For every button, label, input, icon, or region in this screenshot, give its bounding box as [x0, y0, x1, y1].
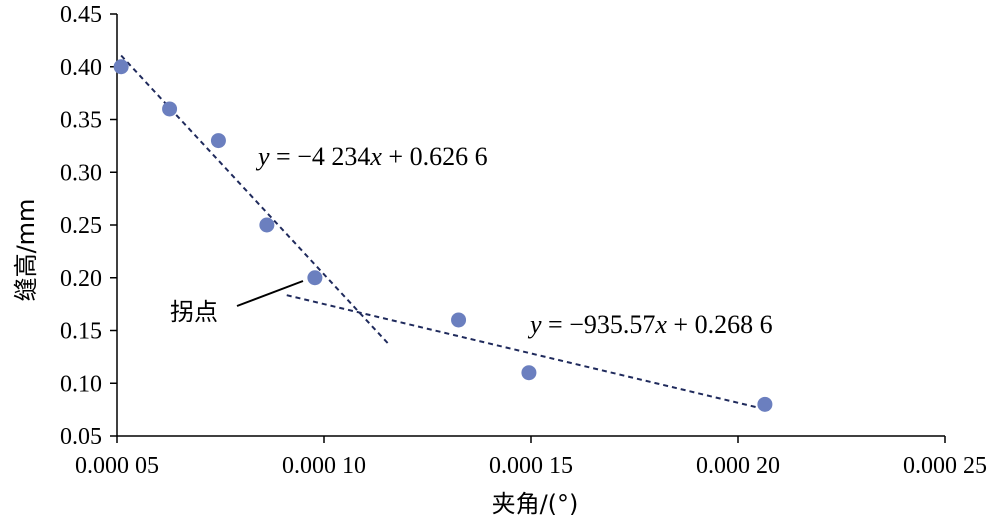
trendline-2	[286, 294, 766, 411]
data-point	[162, 101, 178, 117]
data-point	[210, 133, 226, 149]
y-tick-label: 0.05	[60, 424, 102, 450]
y-tick-label: 0.10	[60, 371, 102, 397]
y-axis-title: 缝高/mm	[12, 199, 40, 302]
equation-label-1: y = −4 234x + 0.626 6	[255, 142, 488, 171]
trendline-1	[120, 54, 391, 347]
data-point	[259, 217, 275, 233]
data-point	[113, 59, 129, 75]
y-tick-label: 0.15	[60, 319, 102, 345]
x-axis-title: 夹角/(°)	[492, 490, 579, 518]
x-tick-labels: 0.000 05 0.000 10 0.000 15 0.000 20 0.000 25	[75, 453, 987, 479]
y-tick-labels: 0.05 0.10 0.15 0.20 0.25 0.30 0.35 0.40 0.45	[60, 2, 102, 450]
y-tick-label: 0.20	[60, 266, 102, 292]
data-point	[307, 270, 323, 286]
y-tick-label: 0.25	[60, 213, 102, 239]
y-tick-label: 0.45	[60, 2, 102, 28]
data-point	[451, 312, 467, 328]
equation-label-2: y = −935.57x + 0.268 6	[527, 310, 773, 339]
x-tick-label: 0.000 05	[75, 453, 159, 479]
x-tick-label: 0.000 25	[903, 453, 987, 479]
y-tick-label: 0.30	[60, 160, 102, 186]
inflection-point-label: 拐点	[170, 298, 218, 326]
data-points	[113, 59, 773, 412]
y-tick-label: 0.35	[60, 108, 102, 134]
trendlines	[120, 54, 766, 411]
x-tick-label: 0.000 10	[282, 453, 366, 479]
y-tick-label: 0.40	[60, 55, 102, 81]
data-point	[757, 396, 773, 412]
x-tick-label: 0.000 15	[489, 453, 573, 479]
data-point	[521, 365, 537, 381]
inflection-pointer-line	[236, 280, 304, 307]
axes	[110, 13, 946, 443]
x-tick-label: 0.000 20	[696, 453, 780, 479]
